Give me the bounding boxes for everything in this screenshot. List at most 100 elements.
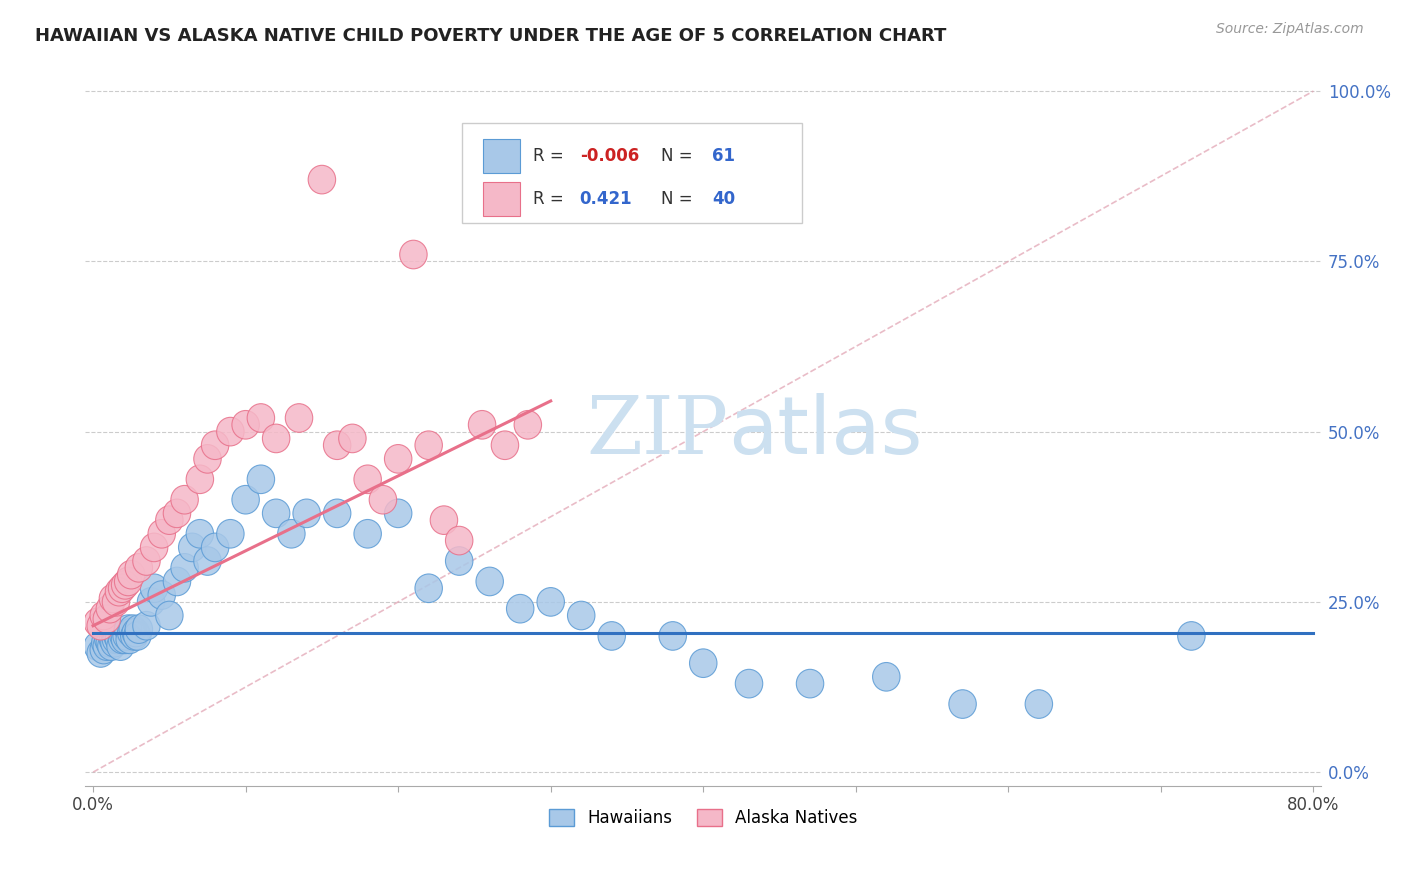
Ellipse shape bbox=[247, 404, 274, 433]
Ellipse shape bbox=[112, 622, 141, 650]
Ellipse shape bbox=[84, 632, 111, 660]
Ellipse shape bbox=[796, 669, 824, 698]
Ellipse shape bbox=[110, 622, 138, 650]
Ellipse shape bbox=[323, 431, 352, 459]
Ellipse shape bbox=[163, 567, 191, 596]
Ellipse shape bbox=[277, 519, 305, 548]
Ellipse shape bbox=[148, 519, 176, 548]
Text: atlas: atlas bbox=[728, 392, 922, 471]
Ellipse shape bbox=[87, 639, 114, 667]
Ellipse shape bbox=[384, 499, 412, 528]
Text: 61: 61 bbox=[711, 147, 735, 166]
Ellipse shape bbox=[537, 588, 564, 616]
Ellipse shape bbox=[111, 571, 139, 599]
Ellipse shape bbox=[217, 519, 245, 548]
Ellipse shape bbox=[101, 629, 128, 657]
Ellipse shape bbox=[1025, 690, 1053, 718]
Ellipse shape bbox=[132, 611, 160, 640]
Ellipse shape bbox=[201, 533, 229, 562]
Text: -0.006: -0.006 bbox=[579, 147, 638, 166]
Ellipse shape bbox=[87, 611, 114, 640]
Ellipse shape bbox=[491, 431, 519, 459]
Ellipse shape bbox=[141, 533, 167, 562]
Ellipse shape bbox=[97, 632, 125, 660]
Ellipse shape bbox=[156, 506, 183, 534]
Ellipse shape bbox=[141, 574, 167, 603]
Ellipse shape bbox=[107, 632, 134, 660]
Ellipse shape bbox=[122, 618, 149, 647]
Ellipse shape bbox=[323, 499, 352, 528]
Ellipse shape bbox=[96, 594, 124, 623]
Ellipse shape bbox=[125, 554, 153, 582]
Ellipse shape bbox=[339, 424, 366, 453]
Ellipse shape bbox=[217, 417, 245, 446]
Ellipse shape bbox=[138, 588, 165, 616]
Ellipse shape bbox=[263, 499, 290, 528]
Text: ZIP: ZIP bbox=[586, 392, 728, 471]
Ellipse shape bbox=[91, 629, 120, 657]
Ellipse shape bbox=[108, 574, 136, 603]
Ellipse shape bbox=[108, 625, 136, 654]
Ellipse shape bbox=[84, 608, 111, 637]
Text: 40: 40 bbox=[711, 190, 735, 208]
FancyBboxPatch shape bbox=[484, 139, 520, 173]
Ellipse shape bbox=[506, 594, 534, 623]
Ellipse shape bbox=[114, 567, 142, 596]
Ellipse shape bbox=[689, 648, 717, 678]
Ellipse shape bbox=[263, 424, 290, 453]
Ellipse shape bbox=[430, 506, 458, 534]
Ellipse shape bbox=[103, 625, 129, 654]
Ellipse shape bbox=[194, 444, 221, 473]
Ellipse shape bbox=[354, 519, 381, 548]
Ellipse shape bbox=[124, 622, 150, 650]
Ellipse shape bbox=[354, 465, 381, 493]
Ellipse shape bbox=[172, 554, 198, 582]
Ellipse shape bbox=[105, 577, 132, 606]
Ellipse shape bbox=[156, 601, 183, 630]
Ellipse shape bbox=[232, 485, 259, 514]
Ellipse shape bbox=[468, 410, 496, 439]
Ellipse shape bbox=[111, 625, 139, 654]
Ellipse shape bbox=[114, 615, 142, 643]
Ellipse shape bbox=[148, 581, 176, 609]
Ellipse shape bbox=[477, 567, 503, 596]
FancyBboxPatch shape bbox=[484, 182, 520, 216]
Ellipse shape bbox=[90, 601, 118, 630]
Ellipse shape bbox=[94, 625, 122, 654]
Ellipse shape bbox=[100, 625, 127, 654]
Ellipse shape bbox=[100, 584, 127, 613]
Ellipse shape bbox=[125, 615, 153, 643]
Ellipse shape bbox=[115, 625, 143, 654]
Ellipse shape bbox=[735, 669, 762, 698]
Ellipse shape bbox=[399, 240, 427, 268]
Ellipse shape bbox=[292, 499, 321, 528]
Ellipse shape bbox=[105, 625, 132, 654]
Ellipse shape bbox=[659, 622, 686, 650]
Ellipse shape bbox=[186, 465, 214, 493]
Ellipse shape bbox=[568, 601, 595, 630]
Text: N =: N = bbox=[661, 190, 699, 208]
Ellipse shape bbox=[186, 519, 214, 548]
Ellipse shape bbox=[232, 410, 259, 439]
Ellipse shape bbox=[194, 547, 221, 575]
Text: 0.421: 0.421 bbox=[579, 190, 633, 208]
Ellipse shape bbox=[201, 431, 229, 459]
Ellipse shape bbox=[949, 690, 976, 718]
Ellipse shape bbox=[415, 431, 443, 459]
Ellipse shape bbox=[118, 560, 145, 589]
Ellipse shape bbox=[1178, 622, 1205, 650]
Text: R =: R = bbox=[533, 147, 569, 166]
Ellipse shape bbox=[515, 410, 541, 439]
Text: HAWAIIAN VS ALASKA NATIVE CHILD POVERTY UNDER THE AGE OF 5 CORRELATION CHART: HAWAIIAN VS ALASKA NATIVE CHILD POVERTY … bbox=[35, 27, 946, 45]
Ellipse shape bbox=[90, 635, 118, 664]
Ellipse shape bbox=[598, 622, 626, 650]
Ellipse shape bbox=[179, 533, 205, 562]
Ellipse shape bbox=[415, 574, 443, 603]
Ellipse shape bbox=[308, 165, 336, 194]
Ellipse shape bbox=[93, 632, 121, 660]
Ellipse shape bbox=[93, 605, 121, 633]
Ellipse shape bbox=[446, 526, 472, 555]
Ellipse shape bbox=[103, 588, 129, 616]
FancyBboxPatch shape bbox=[463, 123, 801, 223]
Ellipse shape bbox=[163, 499, 191, 528]
